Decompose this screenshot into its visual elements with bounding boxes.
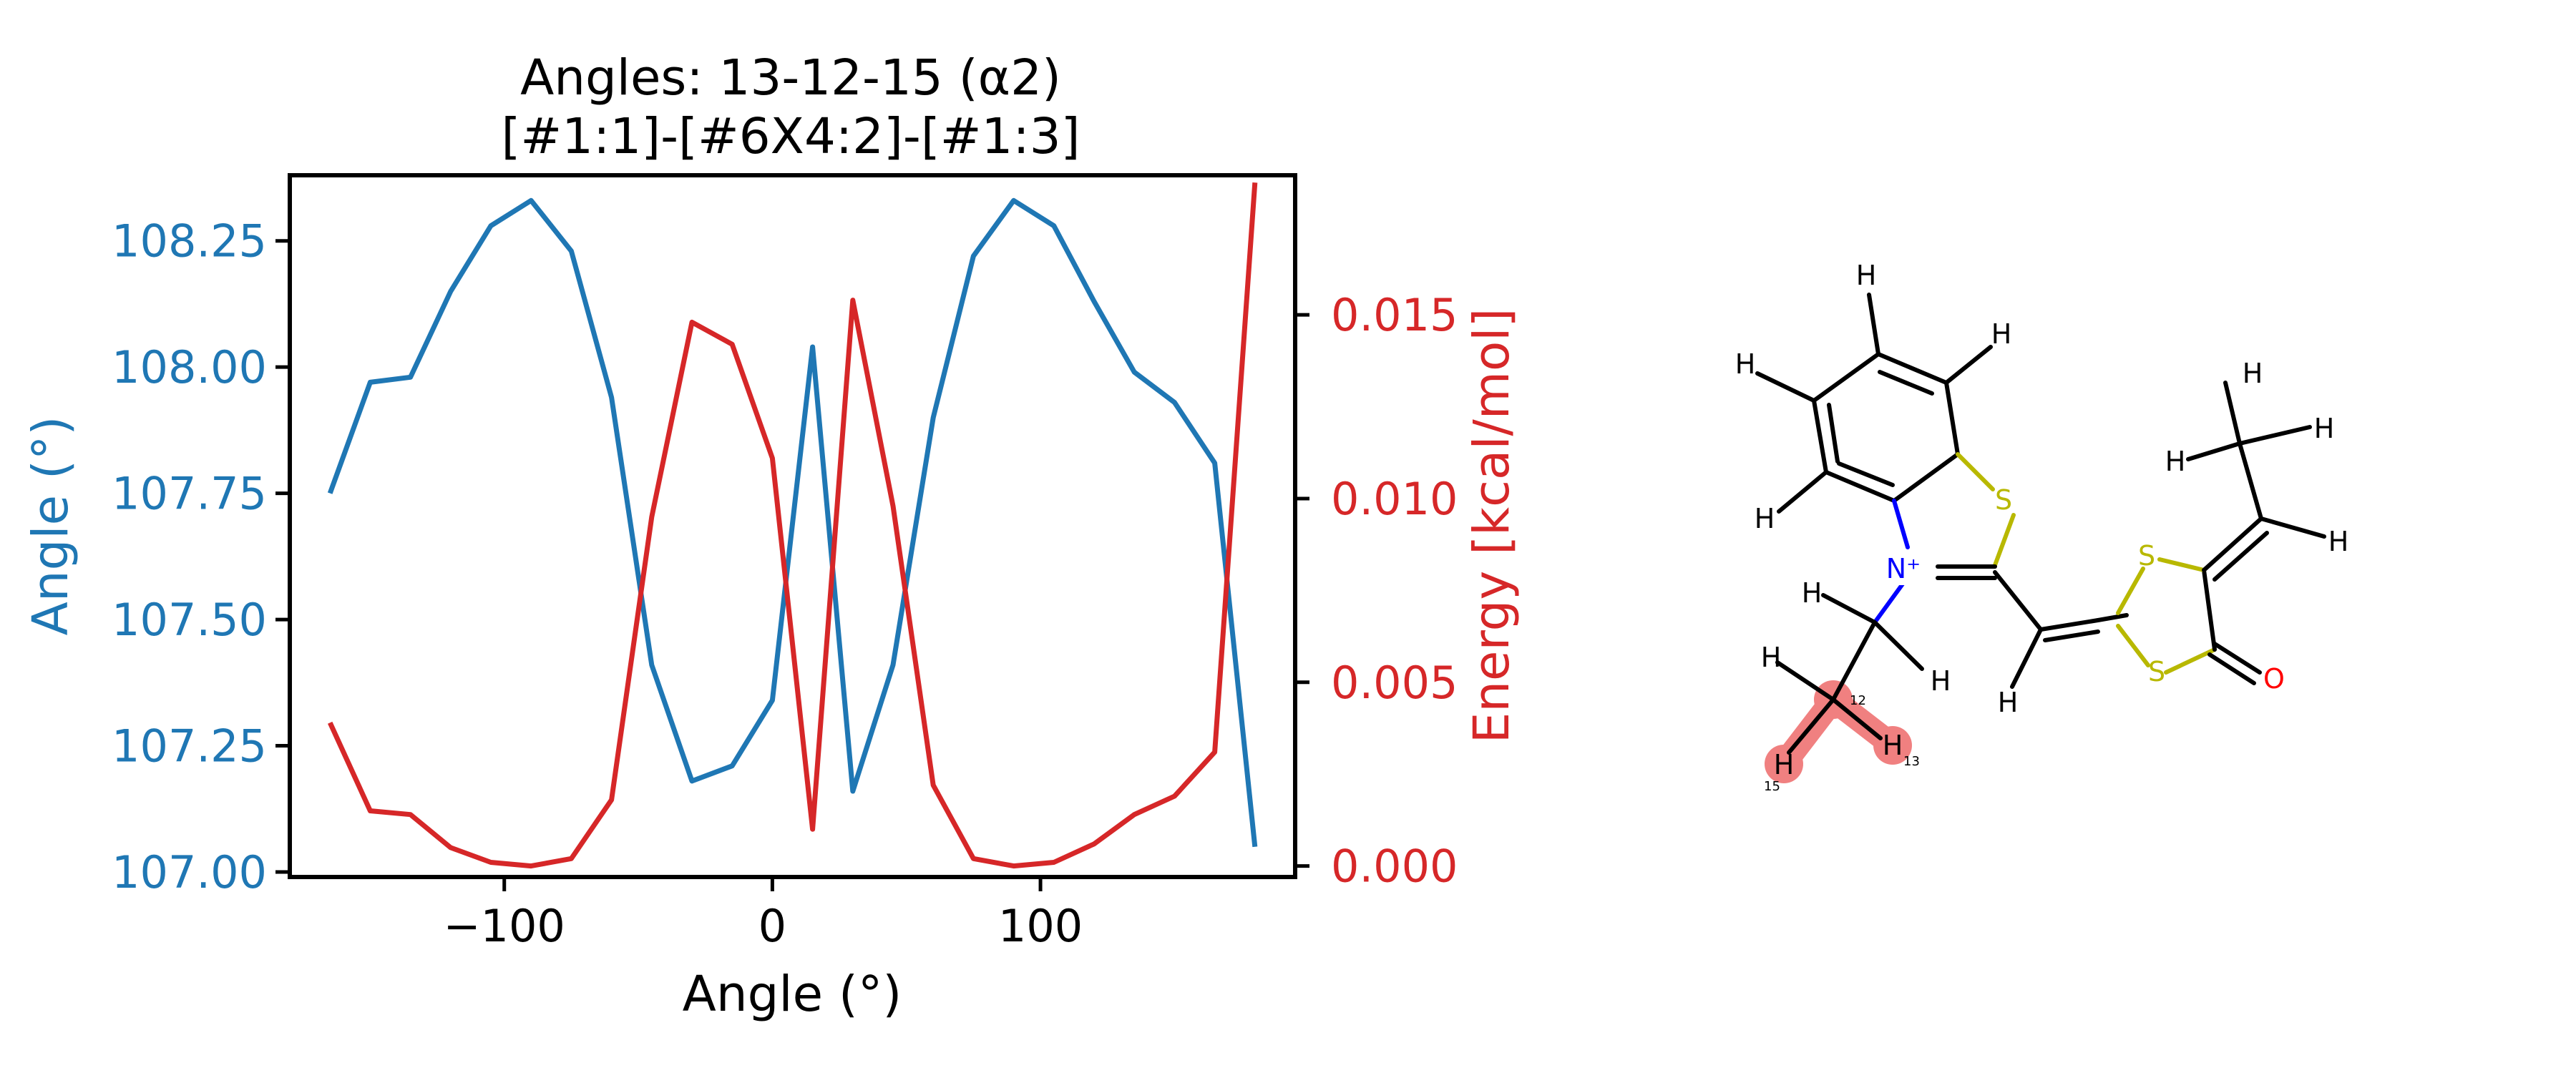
atom-s-dithiolane-bottom: S (2148, 656, 2165, 687)
y-right-tick-label: 0.000 (1331, 841, 1458, 893)
atom-s-thiazole: S (1995, 484, 2012, 516)
atom-h: H (1755, 503, 1775, 534)
atom-h: H (2243, 358, 2263, 389)
y-left-tick-label: 107.50 (112, 594, 267, 646)
x-tick-label: −100 (444, 900, 565, 952)
y-right-tick-label: 0.010 (1331, 473, 1458, 525)
x-axis-label: Angle (°) (683, 966, 902, 1023)
atom-index-15: 15 (1764, 779, 1780, 794)
atom-h: H (1802, 577, 1823, 609)
y-left-tick-label: 108.25 (112, 215, 267, 268)
atom-h: H (1931, 665, 1951, 697)
atom-index-13: 13 (1903, 754, 1920, 769)
atom-h: H (1761, 642, 1782, 673)
chart-title: Angles: 13-12-15 (α2) (520, 49, 1061, 107)
atom-h: H (1998, 687, 2019, 718)
atom-index-12: 12 (1850, 693, 1866, 708)
plot-frame (288, 173, 1297, 879)
angle-energy-chart: Angles: 13-12-15 (α2) [#1:1]-[#6X4:2]-[#… (22, 49, 1521, 1023)
series-line-right (328, 182, 1258, 869)
y-right-tick-label: 0.015 (1331, 289, 1458, 341)
atom-h: H (1735, 348, 1756, 380)
y-left-tick-label: 107.75 (112, 468, 267, 520)
atom-h-13: H (1883, 730, 1903, 761)
atom-h: H (2165, 446, 2186, 477)
y-right-tick-label: 0.005 (1331, 657, 1458, 709)
molecule-structure: N⁺ S S S O H H H H H H H H H H H H H H 1… (1735, 260, 2349, 794)
y-axis-label-left: Angle (°) (22, 416, 79, 636)
atom-h: H (1991, 318, 2012, 350)
atom-h: H (2314, 413, 2335, 444)
atom-h: H (1856, 260, 1877, 291)
chart-series (327, 182, 1258, 869)
x-tick-label: 0 (758, 900, 786, 952)
bonds (1755, 293, 2326, 755)
y-axis-label-right: Energy [kcal/mol] (1463, 308, 1521, 744)
y-left-tick-label: 107.00 (112, 846, 267, 898)
chart-subtitle: [#1:1]-[#6X4:2]-[#1:3] (501, 108, 1080, 165)
atom-s-dithiolane-top: S (2138, 540, 2155, 572)
atom-n-plus: N⁺ (1886, 553, 1921, 584)
atom-o: O (2263, 663, 2285, 695)
series-line-left (327, 197, 1258, 848)
atom-h-15: H (1774, 749, 1795, 780)
atom-h: H (2328, 526, 2349, 557)
atom-labels: N⁺ S S S O H H H H H H H H H H H H H H 1… (1735, 260, 2349, 794)
chart-axes: −100 0 100 107.00 107.25 107.50 107.75 108.00 10… (112, 215, 1458, 952)
y-left-tick-label: 108.00 (112, 341, 267, 393)
y-left-tick-label: 107.25 (112, 720, 267, 773)
x-tick-label: 100 (998, 900, 1083, 952)
